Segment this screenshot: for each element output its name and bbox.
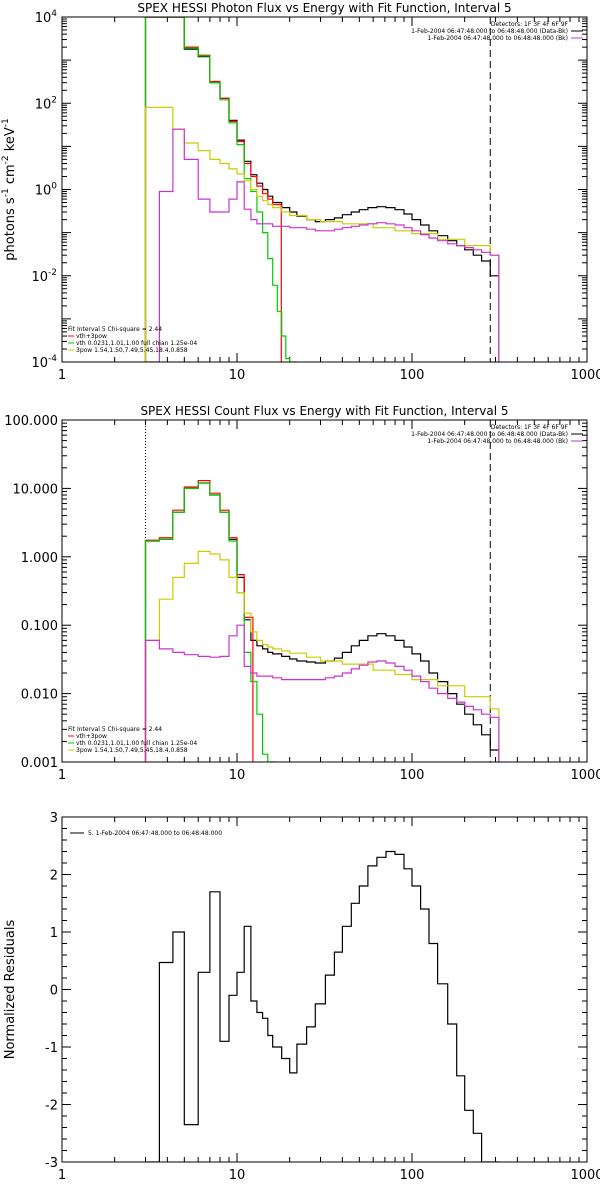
- x-tick-label: 100: [400, 368, 425, 383]
- series-line-data-bk: [144, 17, 500, 362]
- y-tick-label: 0.001: [21, 756, 58, 771]
- legend-header: Fit Interval 5 Chi-square = 2.44: [68, 726, 162, 733]
- y-tick-label: 104: [35, 9, 58, 26]
- y-tick-label: -1: [45, 1041, 58, 1056]
- y-axis-label: Normalized Residuals: [3, 920, 18, 1060]
- y-tick-label: 3: [50, 811, 58, 826]
- x-tick-label: 1000: [570, 768, 600, 783]
- y-tick-label: 0.100: [21, 619, 58, 634]
- y-tick-label: 100.000: [4, 414, 58, 429]
- legend-entry: vth+3pow: [76, 333, 107, 340]
- y-tick-label: 10-2: [31, 268, 57, 285]
- legend-entry: 1-Feb-2004 06:47:48.000 to 06:48:48.000 …: [427, 35, 568, 42]
- series-line-bk: [144, 624, 500, 762]
- y-tick-label: 1: [50, 926, 58, 941]
- series-line-vth: [144, 482, 277, 762]
- x-tick-label: 10: [229, 768, 246, 783]
- legend-entry: 3pow 1.54,1.50,7.49,5.45,18.4,0.858: [76, 747, 188, 754]
- y-tick-label: 0.010: [21, 688, 58, 703]
- series-line-bk: [145, 128, 500, 362]
- series-line-data-bk: [144, 482, 500, 762]
- x-tick-label: 10: [229, 368, 246, 383]
- x-tick-label: 100: [400, 1168, 425, 1183]
- plot-frame: [61, 419, 588, 763]
- series-line-vth-3pow: [144, 480, 254, 762]
- chart-title: SPEX HESSI Count Flux vs Energy with Fit…: [140, 404, 508, 418]
- y-tick-label: 10-4: [31, 354, 57, 371]
- x-tick-label: 1: [58, 768, 66, 783]
- x-tick-label: 1: [58, 1168, 66, 1183]
- y-tick-label: -3: [45, 1156, 58, 1171]
- x-tick-label: 10: [229, 1168, 246, 1183]
- legend-entry: 3pow 1.54,1.50,7.49,5.45,18.4,0.858: [76, 347, 188, 354]
- series-line-3pow: [144, 106, 500, 362]
- legend-entry: vth 0.0231,1.01,1.00 full chian 1.25e-04: [76, 740, 197, 747]
- legend-entry: vth+3pow: [76, 733, 107, 740]
- y-tick-label: 102: [35, 95, 57, 112]
- legend-header: Fit Interval 5 Chi-square = 2.44: [68, 326, 162, 333]
- y-tick-label: 1.000: [21, 551, 58, 566]
- x-tick-label: 1: [58, 368, 66, 383]
- series-line-residuals: [145, 850, 499, 1162]
- legend-entry: 1-Feb-2004 06:47:48.000 to 06:48:48.000 …: [411, 431, 568, 438]
- x-tick-label: 1000: [570, 368, 600, 383]
- chart-panel-2: SPEX HESSI Count Flux vs Energy with Fit…: [4, 404, 600, 783]
- chart-title: SPEX HESSI Photon Flux vs Energy with Fi…: [137, 1, 511, 15]
- y-tick-label: 0: [50, 984, 58, 999]
- y-tick-label: 100: [35, 182, 58, 199]
- y-tick-label: 10.000: [13, 482, 59, 497]
- chart-panel-3: 1 10 100 1000 -3 -2 -1 0 1 2 3 Normalized Residuals…: [3, 811, 600, 1183]
- chart-panel-1: SPEX HESSI Photon Flux vs Energy with Fi…: [1, 1, 600, 383]
- legend-entry: 1-Feb-2004 06:47:48.000 to 06:48:48.000 …: [411, 28, 568, 35]
- y-tick-label: -2: [45, 1099, 58, 1114]
- x-tick-label: 1000: [570, 1168, 600, 1183]
- plot-frame: [61, 816, 588, 1163]
- y-tick-label: 2: [50, 869, 58, 884]
- x-tick-label: 100: [400, 768, 425, 783]
- y-axis-label: photons s-1 cm-2 keV-1: [1, 118, 18, 260]
- legend-entry: 5. 1-Feb-2004 06:47:48.000 to 06:48:48.0…: [88, 830, 222, 837]
- series-line-vth-3pow: [144, 17, 282, 362]
- legend-entry: vth 0.0231,1.01,1.00 full chian 1.25e-04: [76, 340, 197, 347]
- plot-frame: [61, 16, 588, 363]
- legend-entry: Detectors: 1F 3F 4F 6F 9F: [491, 21, 569, 28]
- series-line-vth: [144, 17, 299, 362]
- legend-entry: 1-Feb-2004 06:47:48.000 to 06:48:48.000 …: [427, 438, 568, 445]
- legend-entry: Detectors: 1F 3F 4F 6F 9F: [491, 424, 569, 431]
